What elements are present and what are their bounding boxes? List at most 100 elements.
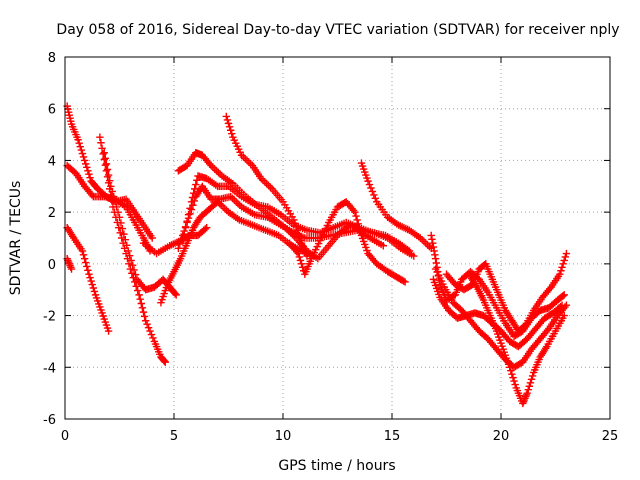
data-point: [429, 243, 438, 251]
plot-frame: [64, 56, 611, 420]
data-point: [78, 247, 87, 255]
data-point: [497, 339, 505, 347]
x-tick-label: 5: [170, 429, 178, 444]
data-point: [176, 240, 184, 248]
data-point: [86, 273, 94, 282]
data-point: [97, 139, 105, 147]
data-point: [64, 105, 72, 113]
data-point: [434, 287, 442, 296]
data-point: [222, 112, 231, 121]
data-point: [431, 251, 439, 259]
y-tick-label: -6: [43, 413, 56, 428]
data-point: [90, 287, 99, 296]
data-point: [523, 389, 531, 397]
y-tick-label: 4: [48, 154, 56, 169]
data-point: [158, 295, 166, 304]
data-point: [527, 375, 536, 384]
data-point: [361, 168, 369, 176]
data-point: [88, 280, 96, 289]
data-point: [363, 174, 371, 182]
data-point: [96, 303, 104, 311]
data-point: [499, 345, 507, 353]
data-point: [126, 265, 135, 273]
data-point: [118, 224, 127, 233]
data-point: [410, 252, 418, 260]
data-point: [161, 358, 169, 366]
data-point: [87, 277, 95, 285]
data-point: [116, 229, 124, 237]
data-point: [101, 318, 110, 326]
data-point: [133, 286, 142, 295]
data-point: [351, 208, 359, 216]
data-point: [103, 324, 112, 332]
data-point: [89, 284, 98, 292]
data-point: [507, 367, 515, 375]
data-point: [352, 212, 360, 220]
data-point: [379, 242, 387, 250]
data-point: [117, 219, 125, 227]
data-point: [99, 150, 107, 158]
data-point: [511, 380, 519, 389]
data-point: [138, 304, 147, 312]
data-point: [494, 330, 502, 338]
data-point: [431, 281, 440, 290]
data-point: [562, 301, 571, 309]
data-point: [132, 282, 140, 290]
data-point: [148, 234, 156, 242]
data-point: [162, 283, 171, 292]
data-point: [102, 321, 111, 329]
data-point: [509, 373, 517, 382]
data-point: [86, 173, 94, 182]
data-point: [560, 256, 568, 265]
data-point: [127, 256, 135, 265]
data-point: [136, 295, 144, 303]
y-tick-label: 8: [48, 51, 56, 66]
data-point: [191, 185, 199, 193]
x-axis-label: GPS time / hours: [278, 458, 395, 474]
data-point: [225, 123, 234, 131]
data-point: [79, 153, 88, 161]
data-point: [528, 372, 537, 380]
data-point: [295, 253, 304, 261]
data-point: [181, 223, 190, 232]
data-point: [293, 226, 301, 234]
data-point: [296, 256, 305, 265]
data-point: [97, 306, 105, 314]
y-tick-label: 0: [48, 258, 56, 273]
data-point: [363, 246, 371, 255]
data-point: [96, 133, 104, 141]
data-point: [109, 192, 118, 201]
data-point: [172, 291, 180, 299]
data-point: [108, 197, 116, 205]
series-track-19: [466, 273, 568, 408]
data-point: [192, 180, 200, 189]
data-point: [492, 327, 501, 335]
data-point: [128, 261, 137, 269]
data-point: [495, 333, 503, 341]
data-point: [101, 154, 110, 162]
data-point: [135, 291, 143, 299]
data-point: [188, 193, 197, 202]
data-point: [503, 357, 512, 365]
data-point: [432, 259, 441, 267]
data-point: [131, 270, 140, 279]
data-point: [560, 291, 568, 299]
data-point: [189, 189, 198, 197]
data-point: [67, 117, 75, 125]
x-tick-label: 0: [61, 429, 69, 444]
data-point: [94, 297, 102, 305]
data-point: [496, 336, 504, 344]
data-point: [137, 299, 145, 308]
data-point: [500, 348, 508, 356]
data-point: [356, 227, 365, 236]
data-point: [100, 155, 108, 164]
data-point: [559, 260, 567, 268]
data-point: [180, 230, 188, 238]
x-tick-label: 20: [493, 429, 510, 444]
data-point: [430, 278, 439, 287]
data-point: [435, 290, 443, 299]
data-point: [102, 160, 111, 168]
data-point: [130, 266, 138, 274]
data-point: [501, 351, 510, 359]
data-point: [105, 176, 114, 185]
